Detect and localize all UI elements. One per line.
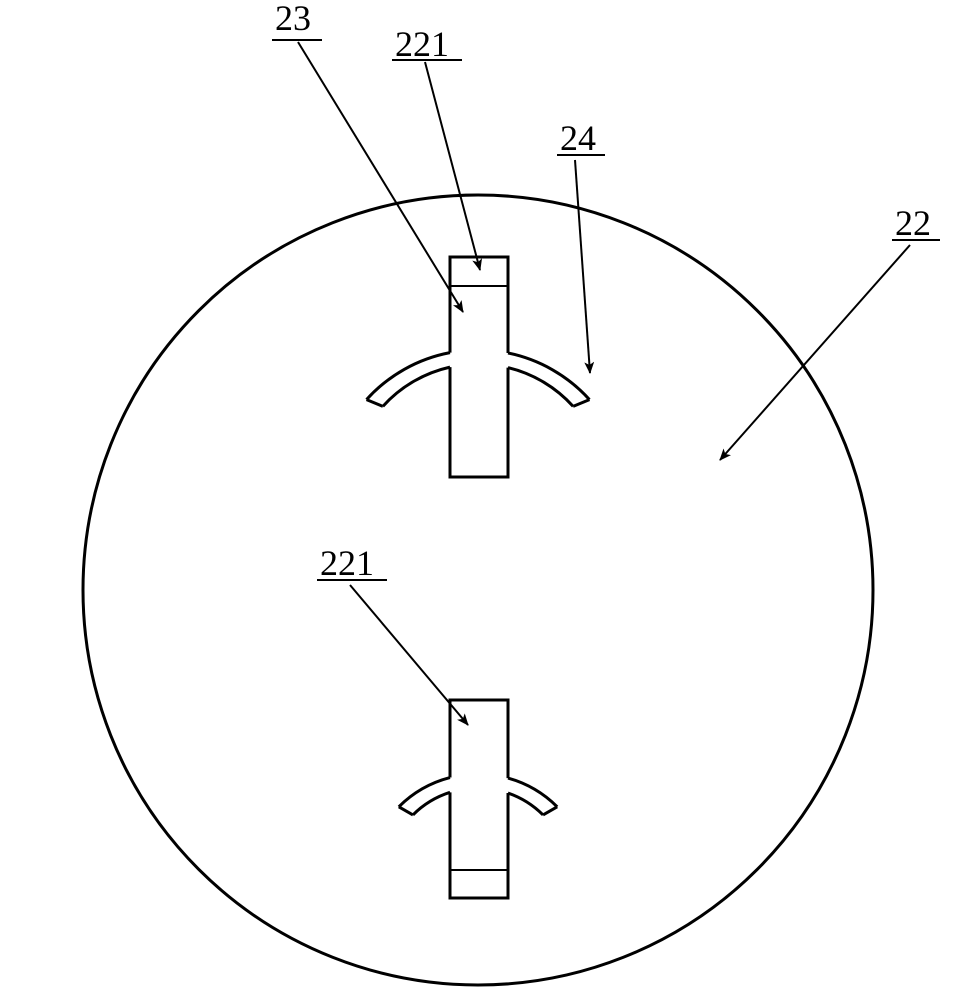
lower-arc-inner-right [508,793,543,815]
lower-arc-cap-right [543,807,557,815]
leader-l221_bot [350,585,468,725]
leader-l221_top [425,62,480,270]
lower-arc-inner-left [413,792,450,815]
label-l23: 23 [275,0,311,38]
main-circle [83,195,873,985]
lower-slot-top [450,700,508,778]
upper-slot-bottom [450,367,508,477]
label-l24: 24 [560,118,596,158]
label-l221_bot: 221 [320,543,374,583]
upper-arc-cap-left [367,400,383,407]
upper-arc-outer-right [508,353,589,400]
upper-arc-inner-left [383,367,450,406]
label-l221_top: 221 [395,24,449,64]
leader-l23 [298,42,463,312]
leader-l24 [575,160,590,373]
label-l22: 22 [895,203,931,243]
upper-arc-outer-left [367,353,450,400]
lower-arc-cap-left [399,807,413,815]
lower-arc-outer-left [399,778,450,807]
upper-arc-cap-right [573,400,589,407]
upper-arc-inner-right [508,368,573,407]
technical-diagram: 23 221 24 22 221 [0,0,973,1000]
lower-arc-outer-right [508,778,557,807]
lower-slot-bottom [450,792,508,898]
leader-l22 [720,245,910,460]
